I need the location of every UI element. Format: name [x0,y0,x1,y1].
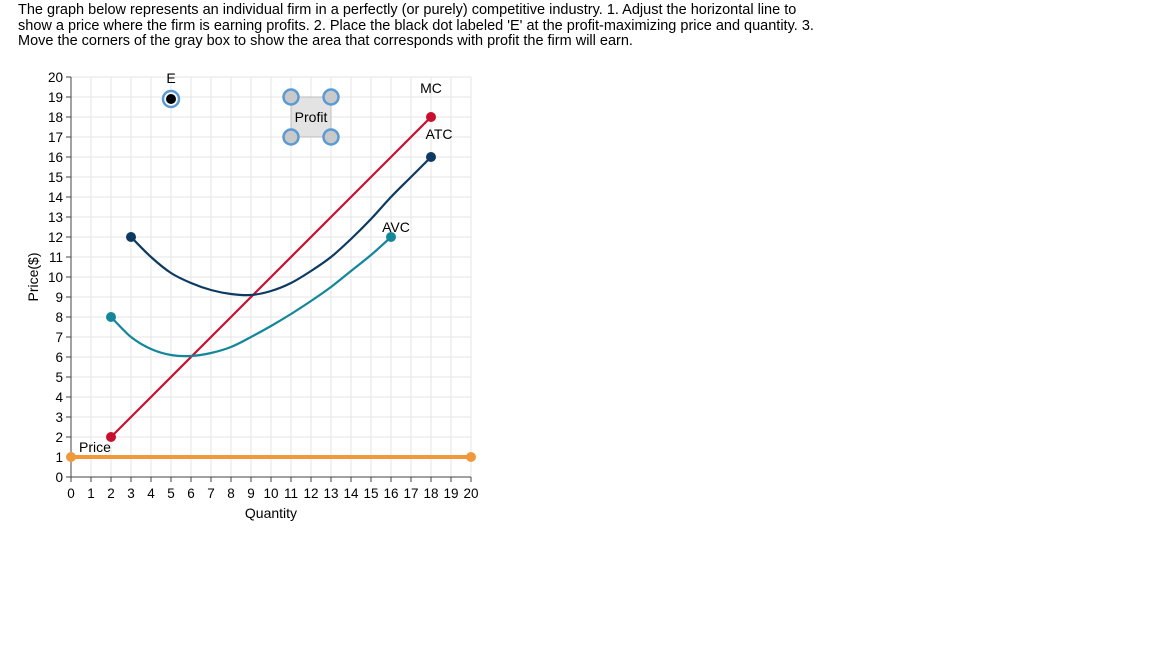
x-tick-label: 1 [87,486,95,501]
y-tick-label: 15 [48,170,63,185]
y-tick-label: 9 [55,290,63,305]
y-tick-label: 6 [55,350,63,365]
profit-box-handle-top-right[interactable] [322,88,340,106]
profit-box[interactable] [290,96,332,138]
y-tick-label: 17 [48,130,63,145]
profit-box-label: Profit [295,109,328,125]
price-line-group[interactable]: Price [66,439,476,462]
x-tick-label: 9 [247,486,255,501]
profit-box-group[interactable]: Profit [282,88,340,146]
y-tick-label: 1 [55,450,63,465]
price-line-label: Price [79,439,111,455]
x-tick-label: 15 [363,486,378,501]
y-tick-label: 3 [55,410,63,425]
y-tick-label: 0 [55,470,63,485]
x-tick-label: 7 [207,486,215,501]
x-tick-label: 19 [443,486,458,501]
avc-start-point[interactable] [106,312,116,322]
y-tick-label: 14 [48,190,64,205]
x-tick-label: 5 [167,486,175,501]
x-tick-labels: 0 1 2 3 4 5 6 7 8 9 10 11 12 13 14 15 16 17 18 19 20 [67,477,479,501]
avc-curve [110,236,392,358]
point-e-label: E [166,70,175,86]
x-tick-label: 13 [323,486,338,501]
x-tick-label: 14 [343,486,359,501]
mc-start-point[interactable] [106,432,116,442]
curves: MC ATC AVC [106,80,452,442]
profit-box-handle-bottom-left[interactable] [282,128,300,146]
y-tick-label: 7 [55,330,63,345]
atc-end-point[interactable] [426,152,436,162]
x-tick-label: 10 [263,486,278,501]
x-tick-label: 8 [227,486,235,501]
profit-box-handle-top-left[interactable] [282,88,300,106]
atc-curve [130,156,432,297]
y-tick-label: 12 [48,230,63,245]
x-tick-label: 0 [67,486,75,501]
y-tick-label: 20 [48,70,63,85]
x-tick-label: 2 [107,486,115,501]
avc-label: AVC [382,219,410,235]
y-tick-label: 2 [55,430,63,445]
point-e-dot[interactable] [166,94,176,104]
y-tick-label: 19 [48,90,63,105]
y-tick-label: 11 [49,250,63,265]
y-tick-label: 13 [48,210,63,225]
y-tick-label: 16 [48,150,63,165]
x-tick-label: 17 [403,486,418,501]
x-tick-label: 12 [303,486,318,501]
atc-label: ATC [426,126,453,142]
y-tick-label: 4 [55,390,63,405]
mc-end-point[interactable] [426,112,436,122]
x-tick-label: 3 [127,486,135,501]
avc-end-point[interactable] [386,232,396,242]
x-tick-label: 18 [423,486,438,501]
x-tick-label: 6 [187,486,195,501]
mc-curve [110,116,432,438]
mc-label: MC [420,80,442,96]
point-e-group[interactable]: E [161,70,181,109]
price-line-right-handle[interactable] [466,452,476,462]
x-tick-label: 11 [284,486,298,501]
x-tick-label: 20 [463,486,478,501]
x-tick-label: 4 [147,486,155,501]
instructions-text: The graph below represents an individual… [18,2,814,49]
x-axis-label: Quantity [245,505,297,521]
profit-box-handle-bottom-right[interactable] [322,128,340,146]
y-tick-label: 8 [55,310,63,325]
y-axis-label: Price($) [25,252,41,301]
atc-start-point[interactable] [126,232,136,242]
price-line-left-handle[interactable] [66,452,76,462]
x-tick-label: 16 [383,486,398,501]
y-tick-label: 18 [48,110,63,125]
y-tick-label: 5 [55,370,63,385]
y-tick-label: 10 [48,270,63,285]
